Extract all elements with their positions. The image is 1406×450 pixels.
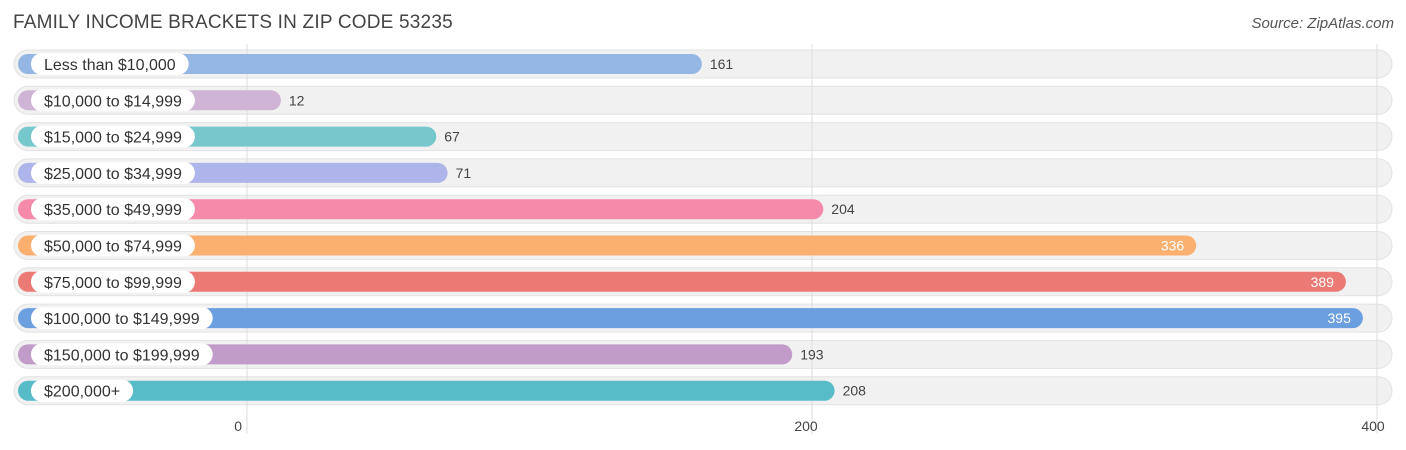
category-label-bg — [31, 307, 213, 330]
tick-label: 200 — [794, 418, 818, 434]
value-label: 395 — [1328, 310, 1352, 326]
category-label-bg — [31, 161, 195, 184]
category-label-bg — [31, 125, 195, 148]
bar — [18, 54, 702, 74]
bar — [18, 308, 1363, 329]
category-label: $10,000 to $14,999 — [44, 93, 182, 110]
category-label-bg — [31, 379, 134, 402]
category-label: $200,000+ — [44, 384, 120, 401]
category-label-bg — [31, 89, 195, 112]
value-label: 12 — [289, 92, 305, 108]
chart-title: FAMILY INCOME BRACKETS IN ZIP CODE 53235 — [13, 12, 453, 33]
category-label: $150,000 to $199,999 — [44, 347, 200, 364]
category-label: $50,000 to $74,999 — [44, 239, 182, 256]
source-label: Source: ZipAtlas.com — [1251, 15, 1394, 32]
category-label: Less than $10,000 — [44, 57, 176, 74]
category-label: $75,000 to $99,999 — [44, 275, 182, 292]
category-label-bg — [31, 198, 195, 221]
value-label: 208 — [843, 383, 867, 399]
value-label: 389 — [1311, 274, 1335, 290]
bar — [18, 235, 1197, 256]
tick-label: 400 — [1361, 418, 1385, 434]
category-label-bg — [31, 234, 195, 257]
category-label: $25,000 to $34,999 — [44, 166, 182, 183]
category-label: $35,000 to $49,999 — [44, 202, 182, 219]
category-label-bg — [31, 53, 189, 75]
tick-label: 0 — [234, 418, 242, 434]
value-label: 336 — [1161, 238, 1185, 254]
bar — [18, 380, 835, 401]
value-label: 161 — [710, 56, 734, 72]
category-label: $15,000 to $24,999 — [44, 130, 182, 147]
value-label: 67 — [444, 129, 460, 145]
category-label: $100,000 to $149,999 — [44, 311, 200, 328]
row-track — [13, 85, 1393, 115]
bar — [18, 199, 824, 220]
category-label-bg — [31, 270, 195, 293]
value-label: 193 — [800, 346, 824, 362]
value-label: 71 — [456, 165, 472, 181]
category-label-bg — [31, 343, 213, 366]
value-label: 204 — [831, 201, 855, 217]
bar — [18, 344, 793, 365]
bar — [18, 271, 1346, 292]
